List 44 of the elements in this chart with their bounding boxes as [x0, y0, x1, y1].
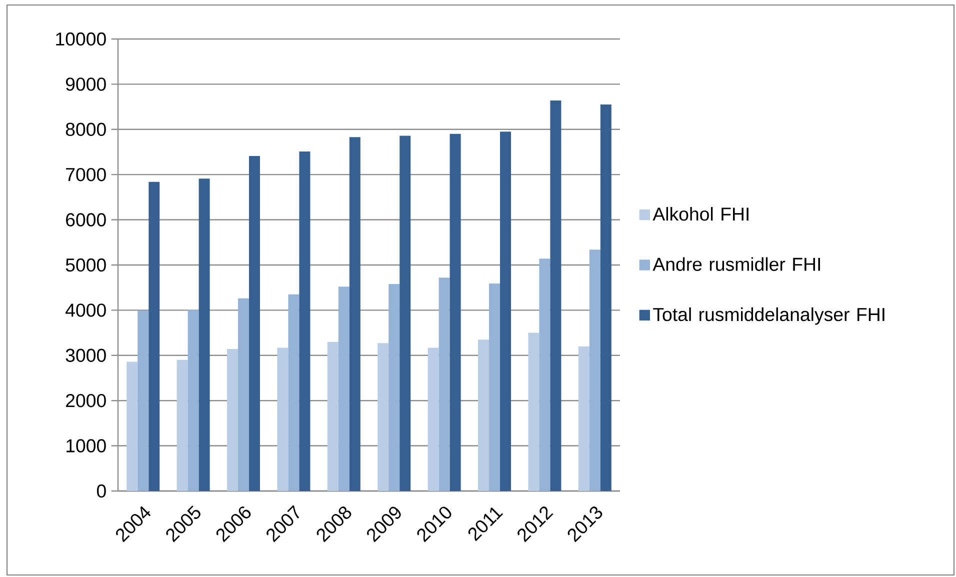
bar [550, 100, 562, 491]
bar [198, 178, 210, 491]
bar [288, 294, 300, 491]
bar [600, 104, 612, 491]
bar [428, 348, 439, 491]
bar [500, 132, 512, 491]
bar [478, 340, 489, 491]
bar [378, 343, 389, 491]
bar [227, 349, 238, 491]
legend-label: Andre rusmidler FHI [652, 257, 820, 271]
bar [539, 258, 550, 491]
bar [299, 152, 310, 491]
bar [589, 250, 600, 491]
bar [489, 284, 500, 491]
y-tick-label: 3000 [66, 348, 106, 362]
legend-label: Alkohol FHI [652, 207, 748, 221]
bar [277, 348, 288, 491]
y-tick-label: 1000 [66, 439, 106, 452]
bar [327, 342, 338, 491]
y-tick-label: 0 [96, 484, 106, 498]
bar [338, 286, 350, 491]
y-tick-label: 6000 [66, 213, 106, 226]
y-tick-label: 2000 [66, 394, 106, 408]
y-tick-label: 9000 [66, 78, 106, 91]
legend-label: Total rusmiddelanalyser FHI [653, 307, 884, 325]
bar [450, 134, 461, 491]
bar [188, 310, 199, 491]
bar [176, 360, 188, 491]
bar [148, 182, 160, 491]
bar [249, 156, 260, 491]
bar [578, 346, 590, 491]
bar [400, 136, 411, 491]
bar [238, 298, 250, 491]
y-tick-label: 7000 [66, 168, 106, 182]
y-tick-label: 8000 [66, 122, 106, 136]
bar [528, 332, 540, 491]
bar [388, 284, 400, 491]
bar [138, 310, 149, 491]
y-tick-label: 4000 [66, 304, 106, 317]
bar [438, 278, 450, 491]
y-tick-label: 5000 [66, 258, 106, 272]
bar [126, 362, 138, 491]
y-tick-label: 10000 [56, 32, 106, 46]
bar [349, 137, 360, 491]
